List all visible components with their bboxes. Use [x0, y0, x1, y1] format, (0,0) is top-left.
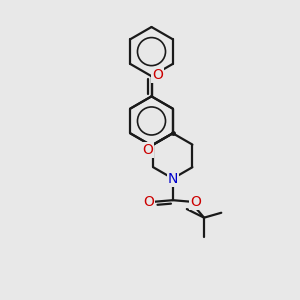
Text: N: N: [168, 172, 178, 185]
Text: O: O: [152, 68, 163, 82]
Text: O: O: [143, 195, 154, 209]
Text: O: O: [190, 195, 201, 209]
Text: O: O: [142, 143, 153, 157]
